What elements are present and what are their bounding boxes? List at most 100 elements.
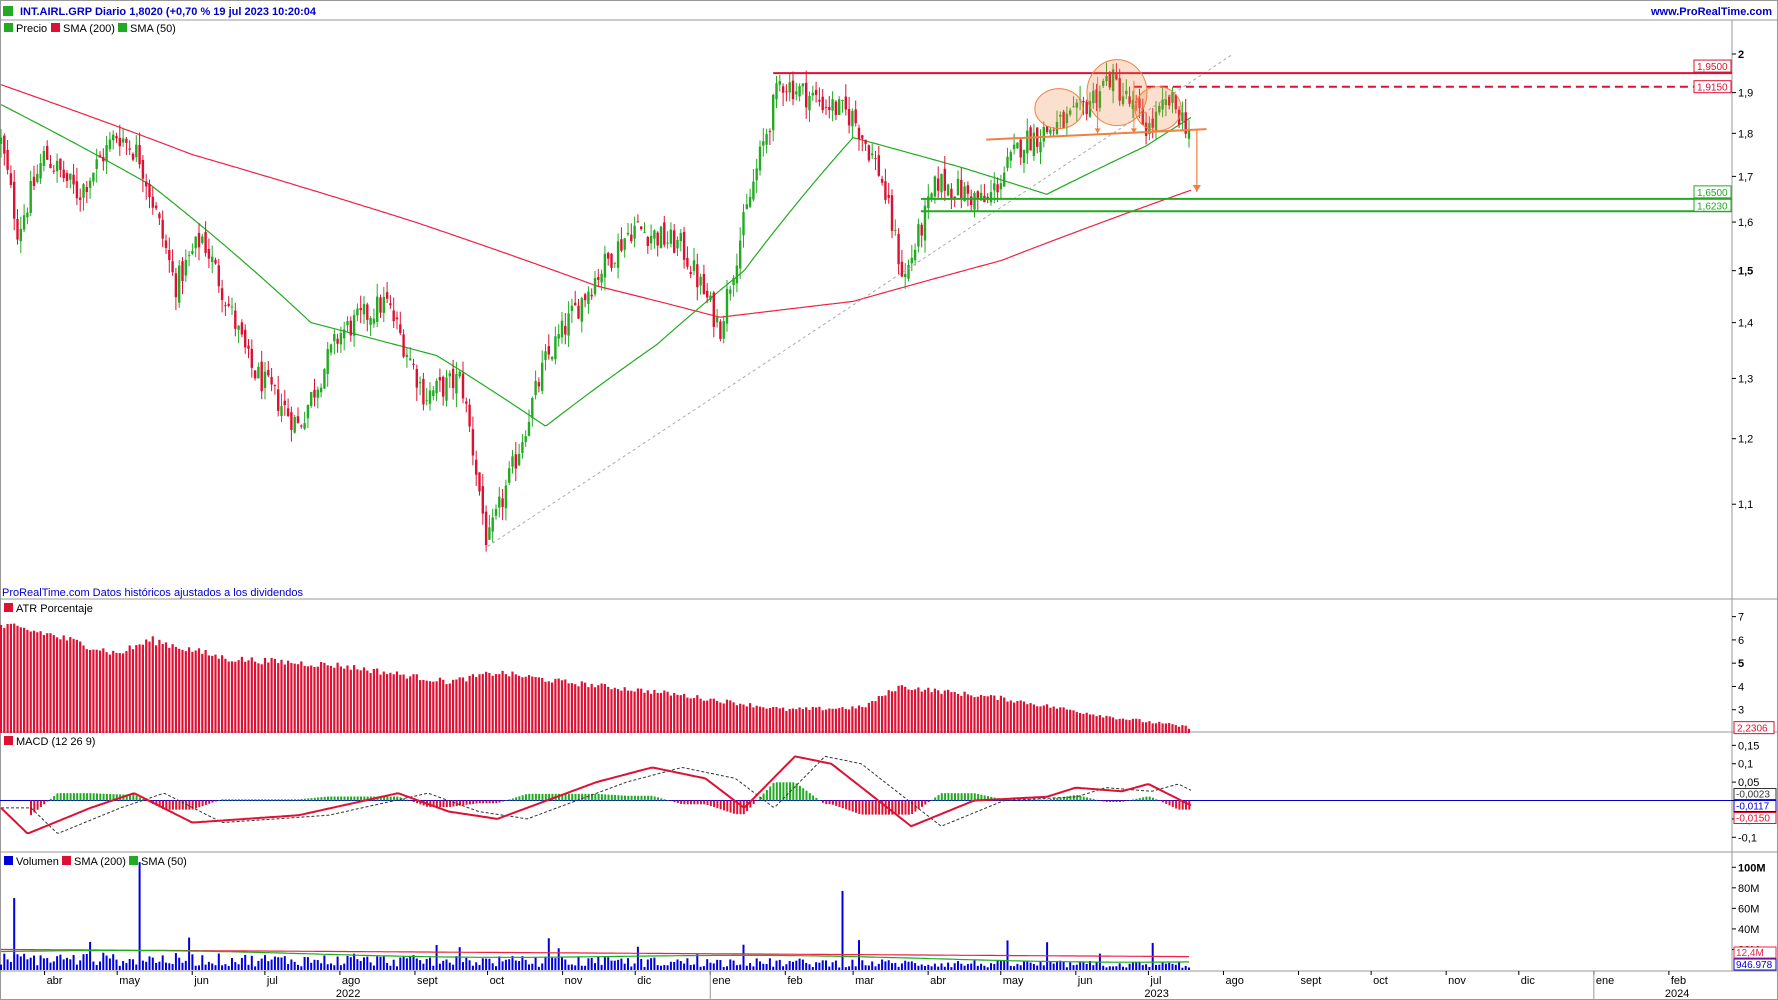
macd-histogram-bar [699,800,702,805]
macd-histogram-bar [1132,799,1135,801]
volume-bar [145,961,148,970]
atr-bar [640,688,643,733]
macd-histogram-bar [732,800,735,814]
volume-bar [514,960,517,970]
candle-body [131,153,135,160]
atr-bar [960,695,963,733]
macd-histogram-bar [657,797,659,801]
candle-body [141,159,145,179]
macd-histogram-bar [548,793,551,801]
macd-histogram-bar [680,800,683,804]
volume-bar [1036,965,1039,970]
atr-bar [904,686,907,733]
head-shoulders-pattern [986,59,1207,193]
volume-bar [587,958,590,970]
macd-histogram-bar [145,800,148,802]
macd-histogram-bar [531,793,534,801]
candle-body [913,249,917,261]
atr-bar [768,708,771,733]
macd-histogram-bar [228,799,230,801]
candle-body [488,527,491,540]
atr-bar [643,692,646,733]
macd-histogram-bar [828,800,831,805]
atr-bar [178,648,181,733]
atr-bar [498,674,501,733]
candle-body [389,303,392,306]
macd-histogram-bar [379,796,382,801]
candle-body [1026,130,1029,154]
pattern-shoulder-1 [1086,59,1148,127]
volume-bar [933,963,936,970]
volume-bar [0,964,2,970]
volume-bar [471,965,474,970]
time-axis: abr may jun jul ago sept oct nov dic ene feb mar abr… [44,971,1689,1000]
candle-body [805,82,808,108]
month-label: jun [1077,975,1093,987]
atr-bar [313,667,316,733]
candle-body [1151,118,1154,128]
candle-body [372,318,376,324]
atr-bar [287,660,290,733]
macd-value-box [1733,800,1777,813]
candle-body [917,224,920,247]
atr-bar [240,656,243,733]
volume-bar [283,956,286,970]
candle-body [699,276,702,286]
volume-bar [442,960,445,970]
candle-body [577,305,580,319]
candle-body [989,192,993,203]
atr-bar [79,641,82,733]
candle-body [148,183,151,198]
candle-body [438,377,442,381]
macd-histogram-bar [729,800,732,813]
candle-body [1184,112,1187,134]
volume-bar [1161,962,1164,970]
atr-bar [263,657,267,733]
macd-histogram-bar [775,782,778,801]
atr-bar [118,653,121,733]
volume-bar [33,955,35,970]
candle-body [646,237,649,247]
macd-histogram-bar [683,800,686,805]
atr-bar [815,707,818,733]
macd-histogram-bar [462,800,465,806]
candle-body [544,351,547,361]
volume-bar [980,963,983,970]
volume-bar [1049,961,1052,970]
macd-histogram-bar [1092,799,1095,801]
volume-bar [867,965,870,970]
volume-bar [676,959,679,970]
candle-body [752,181,755,200]
atr-bar [702,700,705,733]
volume-bar [554,958,557,970]
candle-body [960,179,963,199]
candle-body [471,429,475,456]
volume-bar [115,959,118,970]
macd-histogram-bar [597,793,600,801]
atr-bar [402,674,405,733]
macd-histogram-bar [881,800,884,815]
volume-bar [118,965,121,970]
atr-bar [646,690,649,733]
candle-body [524,436,527,442]
volume-bar [102,952,105,970]
candle-body [765,134,768,145]
candle-body [943,168,946,191]
volume-bar [679,961,682,970]
atr-bar [511,671,514,733]
macd-histogram-bar [168,800,171,810]
atr-bar [1171,724,1174,733]
macd-histogram-bar [610,794,613,801]
candle-body [399,324,402,334]
price-tick-label: 1,1 [1738,499,1753,511]
macd-histogram-bar [1099,800,1102,802]
candle-body [1138,98,1141,108]
candle-body [1181,112,1184,121]
candle-body [356,308,359,316]
candle-body [527,421,531,436]
atr-bar [890,691,894,733]
atr-bar [1105,715,1108,733]
site-link[interactable]: www.ProRealTime.com [1650,6,1772,18]
